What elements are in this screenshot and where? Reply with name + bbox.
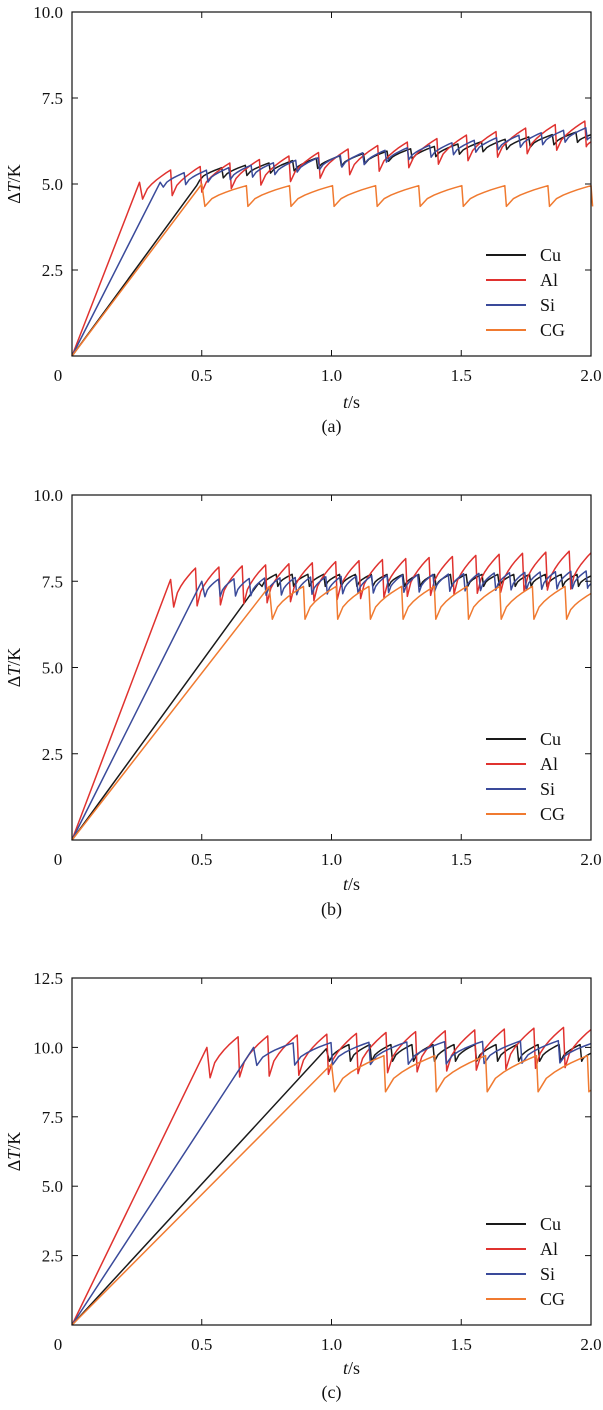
- x-tick-label: 0.5: [191, 850, 212, 869]
- y-axis-unit: /K: [4, 1132, 24, 1150]
- y-tick-label: 7.5: [42, 572, 63, 591]
- plot-frame: [71, 977, 592, 1326]
- series-line-si: [71, 1039, 592, 1326]
- panel-label: (b): [321, 899, 342, 920]
- y-tick-label: 5.0: [42, 175, 63, 194]
- x-tick-label: 0: [54, 366, 63, 385]
- legend: Cu Al Si CG: [486, 1214, 565, 1309]
- x-tick-label: 0.5: [191, 366, 212, 385]
- legend-label-si: Si: [540, 779, 555, 799]
- y-tick-label: 10.0: [33, 1038, 63, 1057]
- x-axis-var: t: [343, 1358, 349, 1378]
- series-line-cg: [71, 1054, 592, 1326]
- y-axis-title: ΔT/K: [4, 164, 24, 204]
- legend-label-al: Al: [540, 1239, 558, 1259]
- series-line-al: [71, 550, 592, 841]
- series-line-cg: [71, 183, 594, 357]
- x-axis-title: t/s: [343, 1358, 360, 1378]
- series-line-al: [71, 120, 592, 357]
- x-tick-label: 2.0: [580, 366, 601, 385]
- legend: Cu Al Si CG: [486, 729, 565, 824]
- series-line-si: [71, 570, 592, 841]
- legend-label-cu: Cu: [540, 729, 561, 749]
- x-axis-unit: /s: [348, 874, 360, 894]
- x-axis-unit: /s: [348, 392, 360, 412]
- y-axis-var: T: [4, 1148, 24, 1160]
- y-tick-label: 7.5: [42, 1108, 63, 1127]
- x-tick-label: 1.5: [451, 1335, 472, 1354]
- series-line-cu: [71, 1043, 592, 1326]
- legend-label-si: Si: [540, 295, 555, 315]
- legend-label-al: Al: [540, 270, 558, 290]
- chart-panel-2: 0 0.5 1.0 1.5 2.0 2.5 5.0 7.5 10.0 t/s ΔT/K (b) Cu Al…: [4, 486, 602, 920]
- x-axis-title: t/s: [343, 392, 360, 412]
- y-axis-prefix: Δ: [4, 1160, 24, 1172]
- legend-label-al: Al: [540, 754, 558, 774]
- series-line-cu: [71, 573, 592, 841]
- x-axis-var: t: [343, 874, 349, 894]
- x-tick-label: 0.5: [191, 1335, 212, 1354]
- series-line-cu: [71, 131, 592, 357]
- y-tick-label: 10.0: [33, 486, 63, 505]
- x-axis-unit: /s: [348, 1358, 360, 1378]
- legend-label-cu: Cu: [540, 245, 561, 265]
- x-axis-var: t: [343, 392, 349, 412]
- panel-label: (a): [322, 416, 342, 437]
- x-tick-label: 1.0: [321, 366, 342, 385]
- x-tick-label: 1.0: [321, 850, 342, 869]
- x-tick-label: 0: [54, 850, 63, 869]
- legend-label-cg: CG: [540, 1289, 565, 1309]
- y-tick-label: 2.5: [42, 1247, 63, 1266]
- x-tick-label: 0: [54, 1335, 63, 1354]
- x-axis-title: t/s: [343, 874, 360, 894]
- legend-label-cg: CG: [540, 320, 565, 340]
- panel-label: (c): [322, 1382, 342, 1403]
- legend: Cu Al Si CG: [486, 245, 565, 340]
- x-tick-label: 1.5: [451, 366, 472, 385]
- y-tick-label: 5.0: [42, 1177, 63, 1196]
- chart-panel-3: 0 0.5 1.0 1.5 2.0 2.5 5.0 7.5 10.0 12.5 t/s ΔT/K (c)…: [4, 969, 602, 1403]
- x-tick-label: 2.0: [580, 850, 601, 869]
- y-axis-title: ΔT/K: [4, 648, 24, 688]
- y-axis-unit: /K: [4, 164, 24, 182]
- y-axis-var: T: [4, 180, 24, 192]
- legend-label-si: Si: [540, 1264, 555, 1284]
- y-axis-var: T: [4, 664, 24, 676]
- x-tick-label: 2.0: [580, 1335, 601, 1354]
- series-line-cg: [71, 585, 592, 841]
- series-line-si: [71, 127, 592, 357]
- y-tick-label: 7.5: [42, 89, 63, 108]
- x-tick-label: 1.5: [451, 850, 472, 869]
- y-tick-label: 2.5: [42, 745, 63, 764]
- legend-label-cg: CG: [540, 804, 565, 824]
- legend-label-cu: Cu: [540, 1214, 561, 1234]
- y-tick-label: 5.0: [42, 659, 63, 678]
- series-line-al: [71, 1026, 592, 1326]
- y-axis-title: ΔT/K: [4, 1132, 24, 1172]
- x-tick-label: 1.0: [321, 1335, 342, 1354]
- y-tick-label: 10.0: [33, 3, 63, 22]
- y-axis-prefix: Δ: [4, 192, 24, 204]
- y-tick-label: 12.5: [33, 969, 63, 988]
- y-axis-prefix: Δ: [4, 676, 24, 688]
- y-tick-label: 2.5: [42, 261, 63, 280]
- chart-panel-1: 0 0.5 1.0 1.5 2.0 2.5 5.0 7.5 10.0 t/s ΔT/K (a) Cu Al…: [4, 3, 602, 437]
- y-axis-unit: /K: [4, 648, 24, 666]
